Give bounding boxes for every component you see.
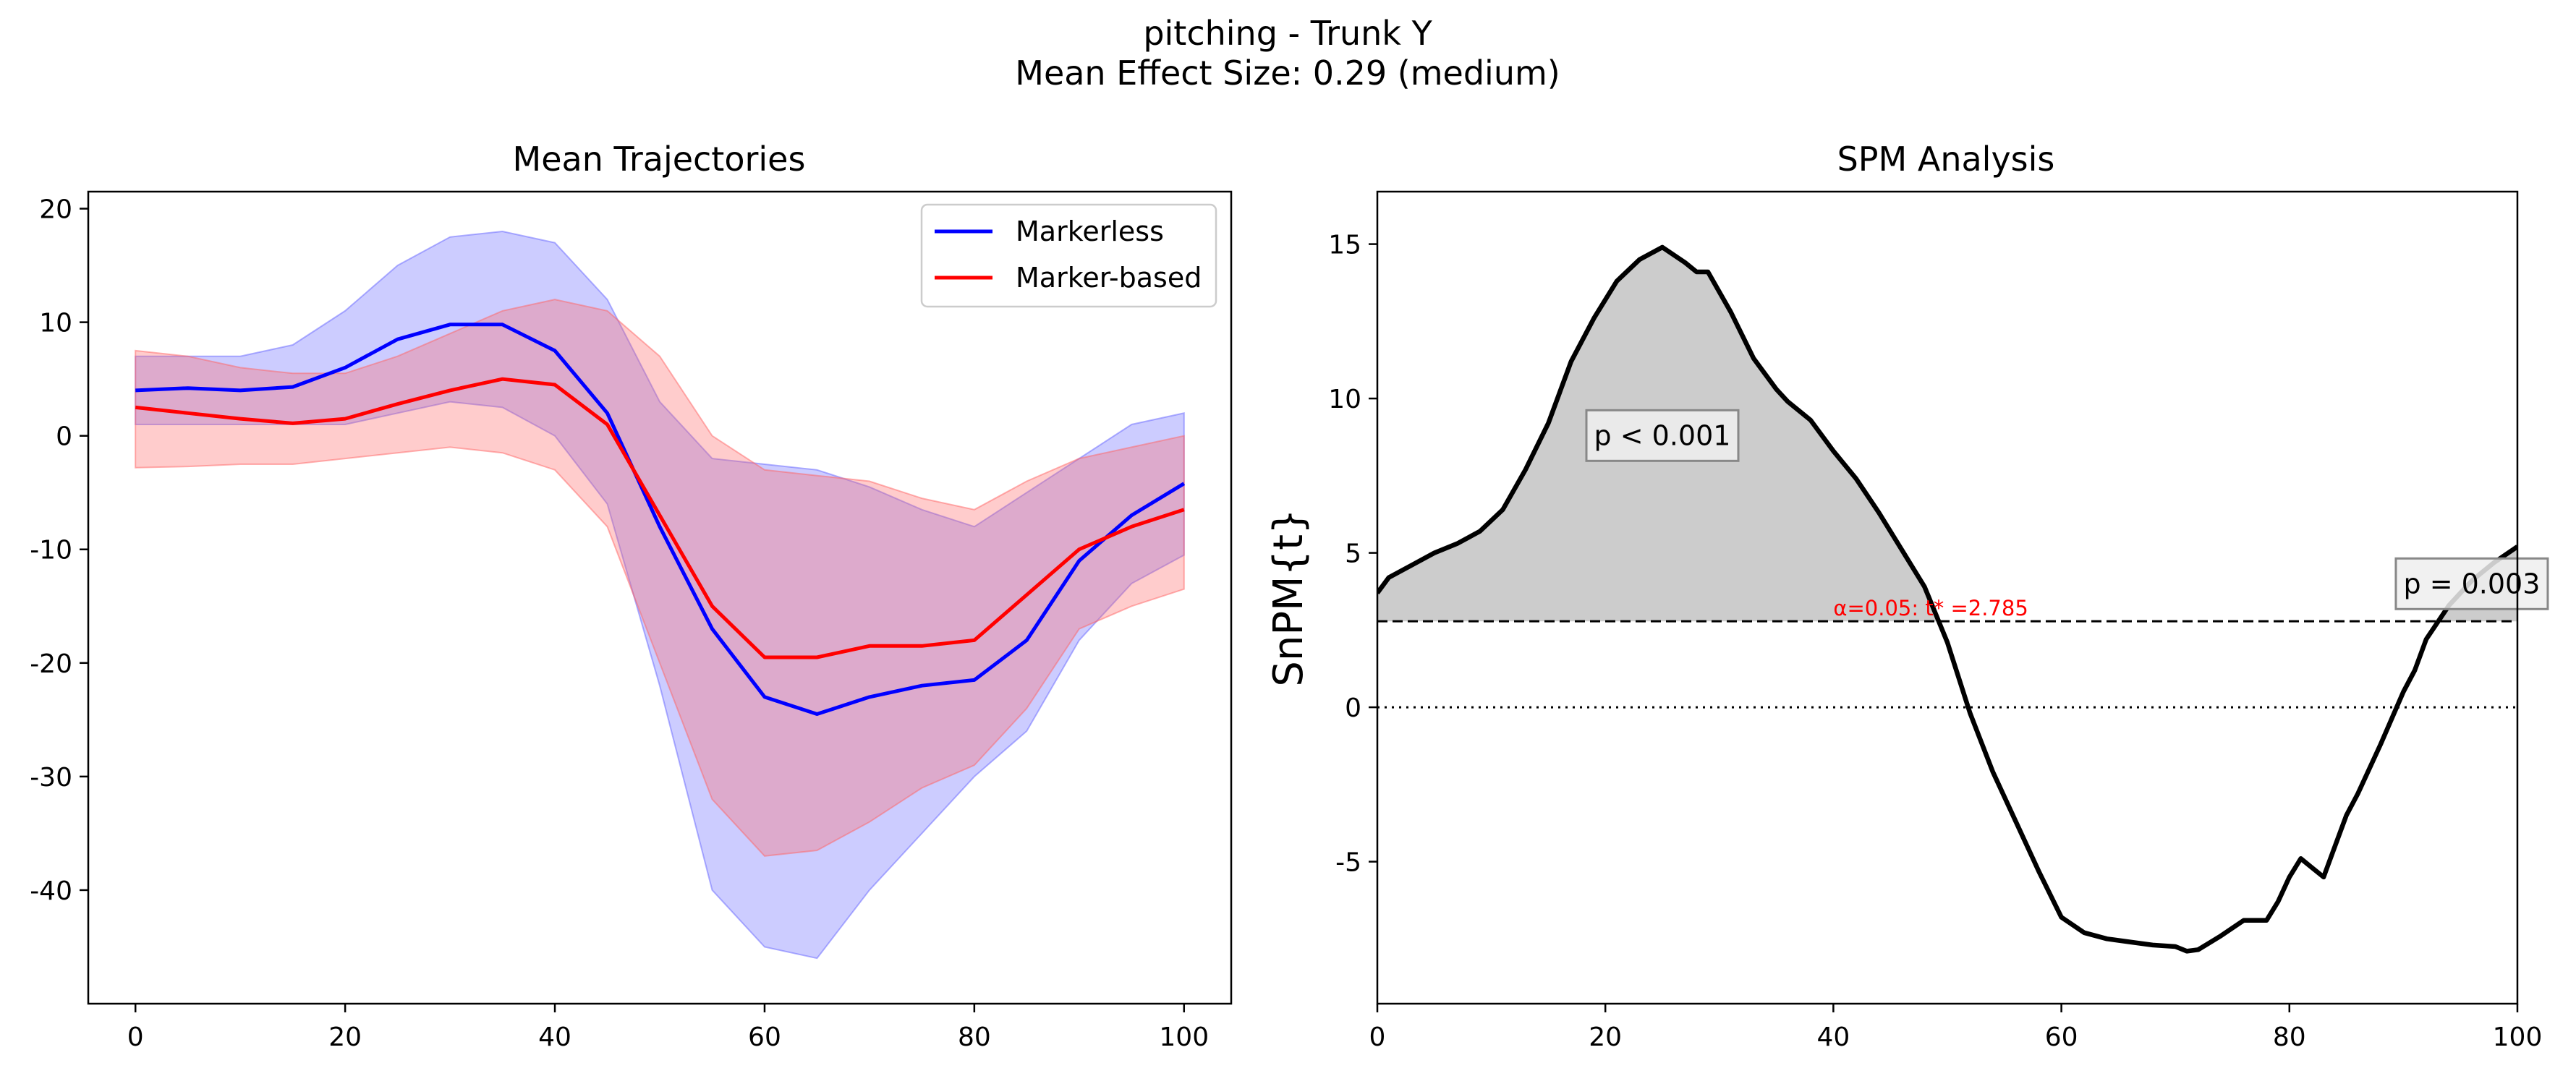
figure-title-line1: pitching - Trunk Y bbox=[1143, 14, 1432, 53]
left-x-tick-label: 100 bbox=[1159, 1022, 1209, 1052]
right-y-tick-label: -5 bbox=[1335, 848, 1361, 878]
cluster-p-text: p = 0.003 bbox=[2404, 568, 2541, 599]
right-x-tick-label: 20 bbox=[1589, 1022, 1622, 1052]
figure-title-line2: Mean Effect Size: 0.29 (medium) bbox=[1015, 54, 1560, 93]
legend-label-markerless: Markerless bbox=[1016, 215, 1164, 247]
left-x-tick-label: 20 bbox=[328, 1022, 362, 1052]
left-y-tick-label: 10 bbox=[39, 309, 72, 338]
left-y-tick-label: -30 bbox=[30, 763, 72, 793]
right-x-tick-label: 80 bbox=[2273, 1022, 2306, 1052]
mean-trajectories-panel: Mean Trajectories 0 20 40 60 80 10020100-10-2… bbox=[30, 140, 1231, 1052]
right-axes-title: SPM Analysis bbox=[1837, 140, 2055, 179]
left-x-tick-label: 80 bbox=[958, 1022, 991, 1052]
marker-based-sd-band bbox=[135, 299, 1184, 856]
left-x-tick-label: 60 bbox=[748, 1022, 781, 1052]
right-y-tick-label: 10 bbox=[1328, 385, 1361, 414]
legend-label-marker-based: Marker-based bbox=[1016, 262, 1202, 294]
cluster-p-label-1: p < 0.001 bbox=[1586, 410, 1738, 461]
left-x-tick-label: 40 bbox=[538, 1022, 571, 1052]
spm-analysis-panel: SPM Analysis α=0.05: t* =2.785 p < 0.001 p… bbox=[1265, 140, 2548, 1052]
right-y-tick-label: 15 bbox=[1328, 231, 1361, 260]
cluster-p-label-2: p = 0.003 bbox=[2396, 558, 2548, 609]
cluster-p-text: p < 0.001 bbox=[1594, 419, 1731, 451]
right-y-tick-label: 5 bbox=[1345, 539, 1361, 569]
right-y-axis-label: SnPM{t} bbox=[1265, 508, 1312, 686]
legend: Markerless Marker-based bbox=[922, 205, 1216, 307]
right-x-tick-label: 60 bbox=[2045, 1022, 2078, 1052]
left-y-tick-label: -20 bbox=[30, 649, 72, 679]
right-x-tick-label: 100 bbox=[2493, 1022, 2543, 1052]
right-y-tick-label: 0 bbox=[1345, 693, 1361, 723]
left-y-tick-label: 20 bbox=[39, 195, 72, 225]
left-x-tick-label: 0 bbox=[127, 1022, 144, 1052]
left-y-tick-label: -40 bbox=[30, 876, 72, 906]
right-x-tick-label: 0 bbox=[1369, 1022, 1386, 1052]
left-y-tick-label: -10 bbox=[30, 536, 72, 565]
threshold-label: α=0.05: t* =2.785 bbox=[1833, 596, 2028, 620]
right-x-tick-label: 40 bbox=[1816, 1022, 1850, 1052]
left-axes-title: Mean Trajectories bbox=[513, 140, 806, 179]
left-y-tick-label: 0 bbox=[56, 422, 72, 452]
